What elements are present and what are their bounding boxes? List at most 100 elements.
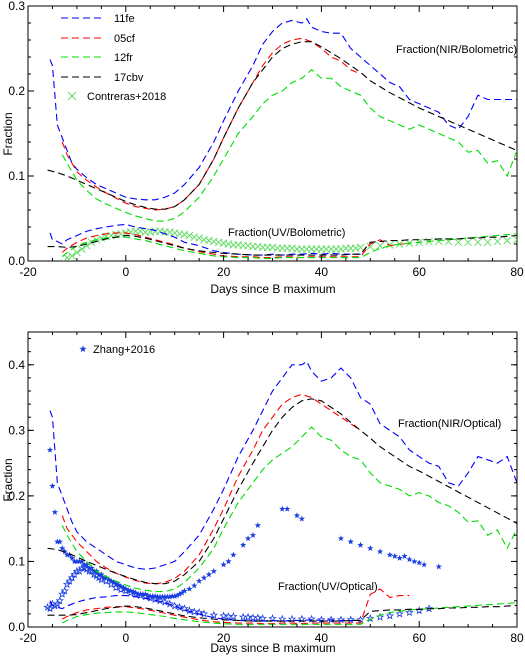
data-point: [121, 586, 131, 595]
data-point: [155, 596, 165, 605]
data-point: [411, 558, 418, 565]
data-point: [111, 583, 121, 592]
data-point: [209, 237, 218, 246]
data-point: [100, 574, 107, 581]
data-point: [336, 615, 346, 624]
data-point: [139, 590, 147, 597]
data-point: [105, 576, 112, 583]
legend-label-11fe: 11fe: [114, 13, 135, 25]
data-point: [132, 589, 139, 596]
data-point: [268, 243, 277, 252]
legend-label-zhang: Zhang+2016: [93, 344, 155, 356]
data-point: [214, 238, 223, 247]
data-point: [115, 581, 122, 588]
data-point: [253, 613, 263, 622]
line-12fr-nir: [61, 69, 517, 222]
data-point: [219, 611, 228, 620]
legend-bottom: Zhang+2016: [79, 344, 155, 356]
data-point: [391, 552, 398, 559]
data-point: [180, 604, 189, 613]
data-point: [284, 505, 291, 512]
data-point: [126, 588, 135, 597]
data-point: [97, 234, 106, 242]
data-point: [77, 245, 86, 253]
data-point: [58, 589, 67, 598]
data-point: [493, 237, 502, 246]
data-point: [149, 592, 156, 599]
data-point: [164, 593, 171, 600]
data-point: [224, 240, 233, 248]
data-point: [45, 604, 55, 613]
data-point: [156, 227, 164, 236]
data-point: [59, 545, 66, 551]
data-point: [169, 592, 176, 599]
x-tick-label: 40: [315, 265, 329, 279]
data-point: [180, 230, 189, 239]
data-point: [120, 584, 127, 591]
x-tick-label: 0: [122, 631, 129, 645]
data-point: [297, 614, 307, 623]
data-point: [97, 575, 106, 584]
data-point: [464, 238, 472, 247]
data-point: [483, 238, 492, 247]
data-point: [420, 561, 428, 568]
data-point: [366, 614, 375, 623]
data-point: [116, 585, 126, 594]
legend-entry-12fr: 12fr: [61, 52, 133, 64]
data-point: [298, 515, 305, 522]
data-point: [199, 609, 209, 618]
x-tick-label: 80: [510, 265, 524, 279]
x-tick-label: 60: [413, 631, 427, 645]
x-tick-label: -20: [19, 265, 37, 279]
data-point: [53, 599, 62, 608]
data-point: [165, 228, 174, 236]
legend-marker-zhang: [79, 345, 87, 353]
annotation-nir-bolometric: Fraction(NIR/Bolometric): [396, 44, 517, 56]
data-point: [185, 231, 194, 240]
legend-entry-17cbv: 17cbv: [61, 72, 144, 84]
panel-top: -20 0 20 40 60 80 0.0 0.1 0.2 0.3 Days since B ma…: [1, 0, 524, 296]
data-point: [77, 563, 87, 572]
data-point: [196, 577, 203, 584]
data-point: [67, 573, 77, 582]
data-point: [171, 592, 178, 599]
y-tick-label: 0.3: [8, 0, 25, 13]
x-axis-label-top: Days since B maximum: [210, 282, 335, 296]
data-point: [279, 505, 286, 512]
data-point: [249, 531, 257, 538]
data-point: [307, 614, 316, 623]
legend-entry-contreras: Contreras+2018: [67, 91, 166, 103]
line-17cbv-nir: [47, 398, 517, 585]
data-point: [435, 563, 442, 570]
data-point: [62, 579, 72, 588]
line-05cf-nir: [61, 393, 361, 585]
data-point: [110, 579, 117, 586]
data-point: [205, 236, 213, 245]
y-tick-label: 0.2: [8, 84, 25, 98]
data-point: [159, 593, 166, 600]
y-tick-label: 0.4: [8, 358, 25, 372]
line-11fe-uv: [49, 223, 361, 256]
data-point: [76, 558, 83, 565]
data-point: [424, 604, 434, 613]
x-tick-label: 0: [122, 265, 129, 279]
data-point: [376, 241, 384, 250]
data-point: [46, 446, 54, 453]
line-17cbv-uv: [47, 234, 517, 256]
data-point: [191, 582, 198, 589]
data-point: [356, 243, 365, 252]
data-point: [181, 587, 188, 594]
data-point: [454, 238, 463, 247]
data-point: [49, 482, 56, 489]
data-point: [176, 590, 183, 597]
x-tick-label: 20: [217, 631, 231, 645]
data-point: [71, 558, 78, 565]
annotation-uv-optical: Fraction(UV/Optical): [278, 581, 378, 593]
data-point: [268, 614, 277, 623]
data-point: [70, 570, 79, 579]
data-point: [175, 602, 184, 611]
legend-entry-zhang: Zhang+2016: [79, 344, 155, 356]
data-point: [84, 566, 94, 575]
data-point: [175, 229, 184, 238]
